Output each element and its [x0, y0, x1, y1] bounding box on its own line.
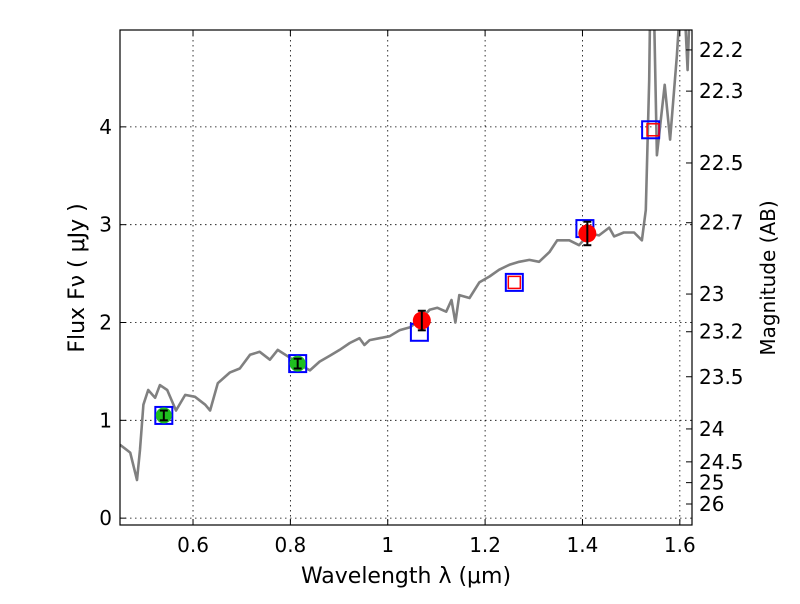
spectrum-line — [120, 30, 691, 482]
plot-markers — [154, 120, 661, 425]
x-axis-label: Wavelength λ (μm) — [301, 564, 511, 589]
model-blue-square — [154, 405, 174, 425]
y2-tick-label: 22.3 — [699, 79, 744, 103]
grid — [120, 30, 692, 525]
axis-ticks: 0.6 0.8 1 1.2 1.4 1.60123422.222.322.522.7232… — [99, 30, 744, 557]
y-tick-label: 0 — [99, 506, 112, 530]
y-tick-label: 4 — [99, 115, 112, 139]
y2-tick-label: 24 — [699, 417, 724, 441]
y2-axis-label: Magnitude (AB) — [756, 200, 780, 355]
y-axis-label: Flux Fν ( μJy ) — [65, 203, 90, 352]
x-tick-label: 1.2 — [469, 533, 501, 557]
x-tick-label: 1.4 — [567, 533, 599, 557]
y2-tick-label: 24.5 — [699, 450, 744, 474]
y2-tick-label: 23 — [699, 282, 724, 306]
y2-tick-label: 23.2 — [699, 320, 744, 344]
y2-tick-label: 22.2 — [699, 38, 744, 62]
y-tick-label: 1 — [99, 408, 112, 432]
x-tick-label: 1 — [381, 533, 394, 557]
plot-series — [120, 30, 691, 482]
y2-tick-label: 22.7 — [699, 211, 744, 235]
y2-tick-label: 23.5 — [699, 365, 744, 389]
model-blue-square — [288, 354, 308, 374]
x-tick-label: 1.6 — [664, 533, 696, 557]
plot-frame — [119, 29, 693, 526]
y2-tick-label: 22.5 — [699, 151, 744, 175]
model-red-square — [646, 123, 660, 137]
model-blue-square — [504, 272, 524, 292]
x-tick-label: 0.8 — [274, 533, 306, 557]
x-tick-label: 0.6 — [177, 533, 209, 557]
model-red-square — [507, 275, 522, 290]
y2-tick-label: 26 — [699, 492, 724, 516]
y-tick-label: 3 — [99, 213, 112, 237]
y2-tick-label: 25 — [699, 471, 724, 495]
y-tick-label: 2 — [99, 311, 112, 335]
